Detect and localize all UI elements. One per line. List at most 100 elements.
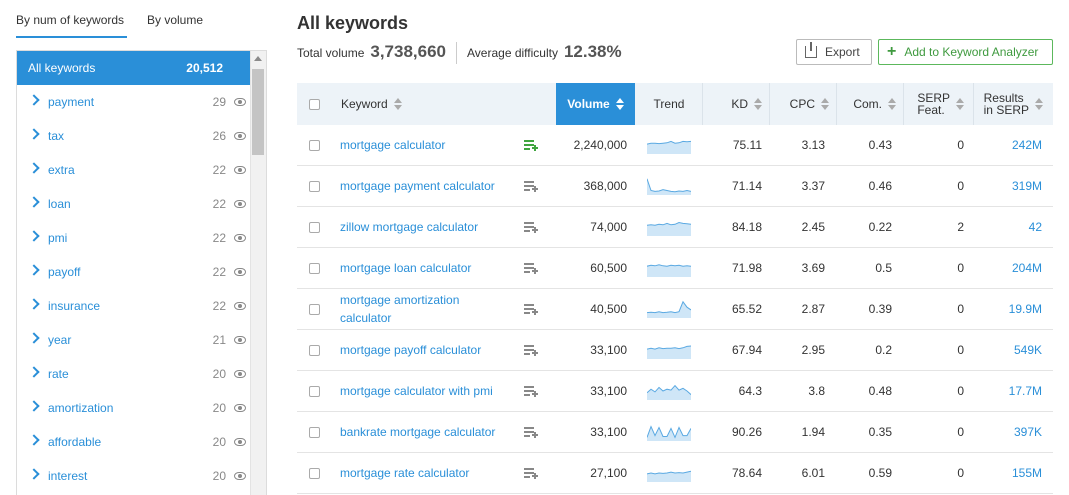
column-header-cpc[interactable]: CPC xyxy=(770,83,837,125)
chevron-right-icon xyxy=(28,468,40,480)
eye-icon[interactable] xyxy=(234,268,246,276)
volume-cell: 74,000 xyxy=(590,220,627,234)
results-in-serp-link[interactable]: 242M xyxy=(1011,138,1042,152)
sidebar-item-count: 26 xyxy=(212,129,226,143)
sidebar-item-count: 20,512 xyxy=(186,61,223,75)
trend-cell xyxy=(635,125,703,166)
row-select-cell xyxy=(297,125,331,166)
row-checkbox[interactable] xyxy=(308,426,320,438)
sidebar-item-pmi[interactable]: pmi 22 xyxy=(17,221,250,255)
column-divider xyxy=(903,83,904,125)
tab-by-volume[interactable]: By volume xyxy=(147,13,204,27)
volume-cell: 33,100 xyxy=(590,384,627,398)
eye-icon[interactable] xyxy=(234,438,246,446)
cpc-cell: 2.87 xyxy=(801,302,825,316)
row-checkbox[interactable] xyxy=(308,221,320,233)
sidebar-item-insurance[interactable]: insurance 22 xyxy=(17,289,250,323)
eye-icon[interactable] xyxy=(234,404,246,412)
sidebar-item-payment[interactable]: payment 29 xyxy=(17,85,250,119)
results-in-serp-link[interactable]: 155M xyxy=(1011,466,1042,480)
row-checkbox[interactable] xyxy=(308,467,320,479)
results-in-serp-link[interactable]: 397K xyxy=(1013,425,1042,439)
column-header-volume[interactable]: Volume xyxy=(556,83,635,125)
trend-line xyxy=(647,384,691,395)
results-in-serp-link[interactable]: 19.9M xyxy=(1008,302,1042,316)
row-checkbox[interactable] xyxy=(308,262,320,274)
add-to-list-icon[interactable] xyxy=(524,181,538,192)
sidebar-scrollbar[interactable] xyxy=(250,51,266,495)
keyword-link[interactable]: mortgage payment calculator xyxy=(340,179,495,193)
export-button[interactable]: Export xyxy=(796,39,872,65)
sidebar-scroll-thumb[interactable] xyxy=(252,69,264,155)
eye-icon[interactable] xyxy=(234,132,246,140)
sidebar-item-rate[interactable]: rate 20 xyxy=(17,357,250,391)
keyword-link[interactable]: mortgage amortization calculator xyxy=(340,293,460,325)
keyword-link[interactable]: mortgage rate calculator xyxy=(340,466,470,480)
sidebar-item-loan[interactable]: loan 22 xyxy=(17,187,250,221)
results-in-serp-link[interactable]: 42 xyxy=(1028,220,1042,234)
keyword-link[interactable]: mortgage calculator xyxy=(340,138,446,152)
sidebar-item-amortization[interactable]: amortization 20 xyxy=(17,391,250,425)
add-to-keyword-analyzer-button[interactable]: + Add to Keyword Analyzer xyxy=(878,39,1053,65)
added-to-list-icon[interactable] xyxy=(524,140,538,151)
row-checkbox[interactable] xyxy=(308,344,320,356)
add-to-list-icon[interactable] xyxy=(524,263,538,274)
eye-icon[interactable] xyxy=(234,200,246,208)
tab-by-num-keywords[interactable]: By num of keywords xyxy=(16,0,127,38)
row-checkbox[interactable] xyxy=(308,180,320,192)
row-checkbox[interactable] xyxy=(308,139,320,151)
sidebar-item-affordable[interactable]: affordable 20 xyxy=(17,425,250,459)
add-to-list-icon[interactable] xyxy=(524,468,538,479)
add-to-list-icon[interactable] xyxy=(524,386,538,397)
keyword-link[interactable]: mortgage payoff calculator xyxy=(340,343,482,357)
competition-cell: 0.22 xyxy=(868,220,892,234)
table-row: zillow mortgage calculator 74,000 84.18 2.4… xyxy=(297,207,1053,248)
column-header-competition[interactable]: Com. xyxy=(837,83,904,125)
add-to-list-icon[interactable] xyxy=(524,427,538,438)
results-in-serp-link[interactable]: 319M xyxy=(1011,179,1042,193)
sidebar-item-interest[interactable]: interest 20 xyxy=(17,459,250,493)
keyword-link[interactable]: bankrate mortgage calculator xyxy=(340,425,496,439)
row-checkbox[interactable] xyxy=(308,385,320,397)
column-header-serp-features[interactable]: SERP Feat. xyxy=(904,83,974,125)
sidebar-item-tax[interactable]: tax 26 xyxy=(17,119,250,153)
kd-cell: 90.26 xyxy=(731,425,762,439)
sidebar-item-label: tax xyxy=(48,129,65,143)
add-to-list-icon[interactable] xyxy=(524,222,538,233)
keyword-link[interactable]: mortgage calculator with pmi xyxy=(340,384,493,398)
average-difficulty-label: Average difficulty xyxy=(467,46,558,60)
scroll-up-arrow-icon[interactable] xyxy=(254,56,262,61)
trend-area xyxy=(647,385,691,400)
sidebar-item-all-keywords[interactable]: All keywords 20,512 xyxy=(17,51,250,85)
row-checkbox[interactable] xyxy=(308,303,320,315)
eye-icon[interactable] xyxy=(234,472,246,480)
results-in-serp-link[interactable]: 17.7M xyxy=(1008,384,1042,398)
column-header-keyword[interactable]: Keyword xyxy=(331,83,556,125)
column-header-kd[interactable]: KD xyxy=(703,83,770,125)
sidebar-item-extra[interactable]: extra 22 xyxy=(17,153,250,187)
table-row: mortgage rate calculator 27,100 78.64 6.01 0… xyxy=(297,453,1053,494)
keyword-link[interactable]: zillow mortgage calculator xyxy=(340,220,479,234)
eye-icon[interactable] xyxy=(234,166,246,174)
eye-icon[interactable] xyxy=(234,336,246,344)
column-volume-label: Volume xyxy=(567,97,610,111)
trend-sparkline xyxy=(647,221,691,236)
select-all-checkbox[interactable] xyxy=(308,98,320,110)
results-in-serp-link[interactable]: 549K xyxy=(1013,343,1042,357)
keyword-link[interactable]: mortgage loan calculator xyxy=(340,261,472,275)
add-to-list-icon[interactable] xyxy=(524,304,538,315)
eye-icon[interactable] xyxy=(234,234,246,242)
eye-icon[interactable] xyxy=(234,98,246,106)
add-to-list-icon[interactable] xyxy=(524,345,538,356)
trend-line xyxy=(647,221,691,226)
results-in-serp-link[interactable]: 204M xyxy=(1011,261,1042,275)
trend-sparkline xyxy=(647,140,691,154)
eye-icon[interactable] xyxy=(234,370,246,378)
eye-icon[interactable] xyxy=(234,302,246,310)
trend-area xyxy=(647,471,691,482)
sort-icon xyxy=(821,98,829,110)
sidebar-item-year[interactable]: year 21 xyxy=(17,323,250,357)
table-row: bankrate mortgage calculator 33,100 90.26 1… xyxy=(297,412,1053,453)
sidebar-item-payoff[interactable]: payoff 22 xyxy=(17,255,250,289)
column-header-results-in-serp[interactable]: Results in SERP xyxy=(974,83,1053,125)
